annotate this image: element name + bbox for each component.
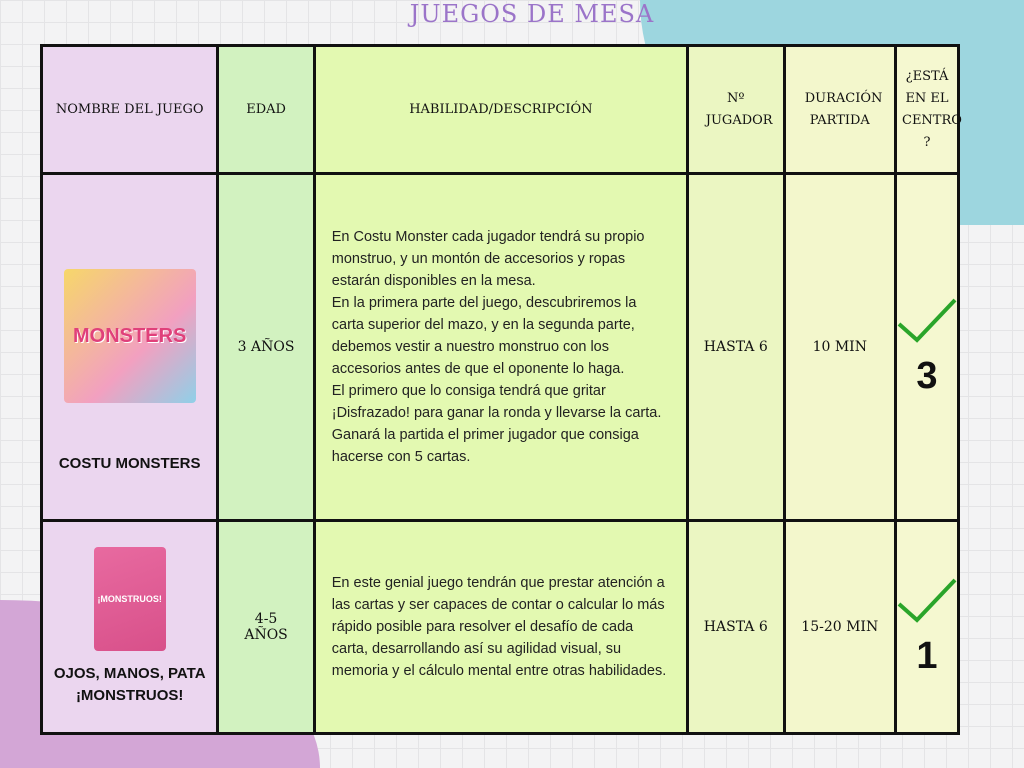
description-cell: En este genial juego tendrán que prestar… <box>312 519 690 735</box>
header-duration: DURACIÓN PARTIDA <box>782 44 898 175</box>
game-name-cell: MONSTERS COSTU MONSTERS <box>39 172 220 522</box>
header-name: NOMBRE DEL JUEGO <box>39 44 220 175</box>
in-center-cell: 1 <box>894 519 960 735</box>
game-name: COSTU MONSTERS <box>58 455 201 472</box>
header-players: Nº JUGADOR <box>686 44 786 175</box>
header-description: HABILIDAD/DESCRIPCIÓN <box>312 44 690 175</box>
players-cell: HASTA 6 <box>686 172 786 522</box>
header-in-center: ¿ESTÁ EN EL CENTRO ? <box>894 44 962 175</box>
table-row: ¡MONSTRUOS! OJOS, MANOS, PATA ¡MONSTRUOS… <box>39 519 960 735</box>
checkmark-icon <box>897 578 957 623</box>
age-cell: 4-5 AÑOS <box>216 519 316 735</box>
games-table: NOMBRE DEL JUEGO EDAD HABILIDAD/DESCRIPC… <box>39 44 962 735</box>
age-cell: 3 AÑOS <box>216 172 316 522</box>
page-title: JUEGOS DE MESA <box>409 0 655 28</box>
checkmark-icon <box>897 298 957 343</box>
header-age: EDAD <box>216 44 316 175</box>
duration-cell: 15-20 MIN <box>782 519 898 735</box>
players-cell: HASTA 6 <box>686 519 786 735</box>
game-name: OJOS, MANOS, PATA ¡MONSTRUOS! <box>53 665 206 704</box>
in-center-cell: 3 <box>894 172 960 522</box>
count: 3 <box>916 355 938 397</box>
table-row: MONSTERS COSTU MONSTERS 3 AÑOS En Costu … <box>39 172 960 522</box>
count: 1 <box>916 635 938 677</box>
game-box-image: ¡MONSTRUOS! <box>93 547 166 651</box>
duration-cell: 10 MIN <box>782 172 898 522</box>
game-name-cell: ¡MONSTRUOS! OJOS, MANOS, PATA ¡MONSTRUOS… <box>39 519 220 735</box>
description-cell: En Costu Monster cada jugador tendrá su … <box>312 172 690 522</box>
header-row: NOMBRE DEL JUEGO EDAD HABILIDAD/DESCRIPC… <box>39 44 962 175</box>
game-box-image: MONSTERS <box>63 269 196 403</box>
